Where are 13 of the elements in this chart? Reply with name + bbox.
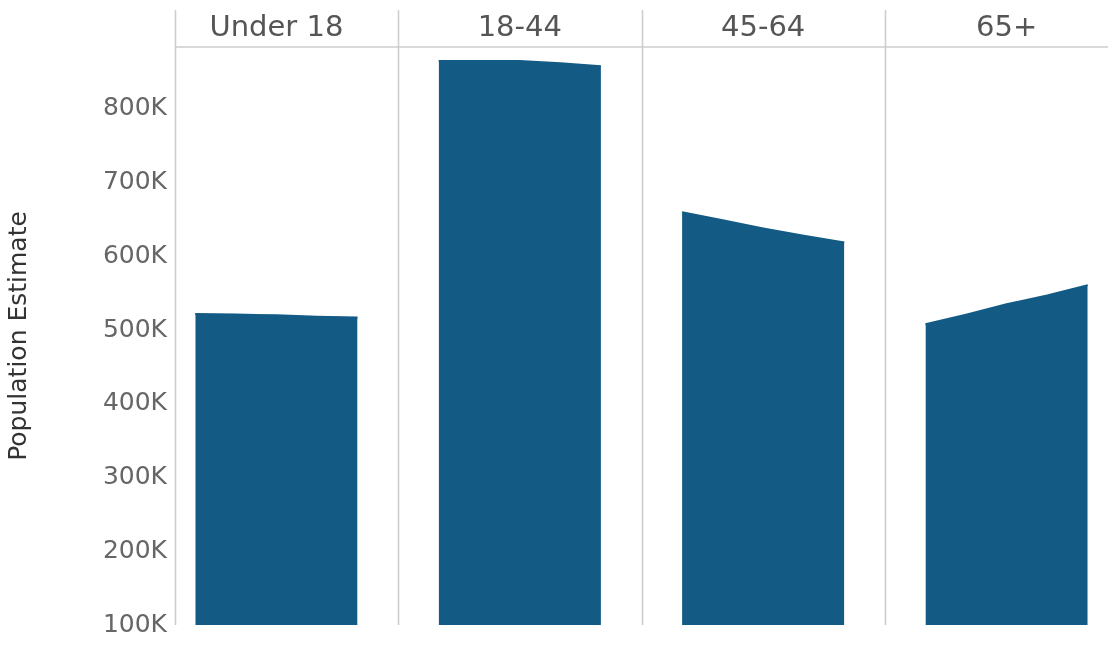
y-tick-label: 100K xyxy=(102,608,168,638)
y-tick-label: 400K xyxy=(102,387,168,417)
y-axis-title: Population Estimate xyxy=(2,211,32,461)
y-tick-label: 200K xyxy=(102,534,168,564)
y-tick-label: 300K xyxy=(102,461,168,491)
text: 18-44 xyxy=(477,9,562,44)
y-tick-label: 500K xyxy=(102,313,168,343)
text: 65+ xyxy=(975,9,1038,44)
y-tick-label: 600K xyxy=(102,239,168,269)
text: 45-64 xyxy=(721,9,806,44)
text: Under 18 xyxy=(209,9,344,44)
y-tick-label: 700K xyxy=(102,166,168,196)
y-tick-label: 800K xyxy=(102,92,168,122)
